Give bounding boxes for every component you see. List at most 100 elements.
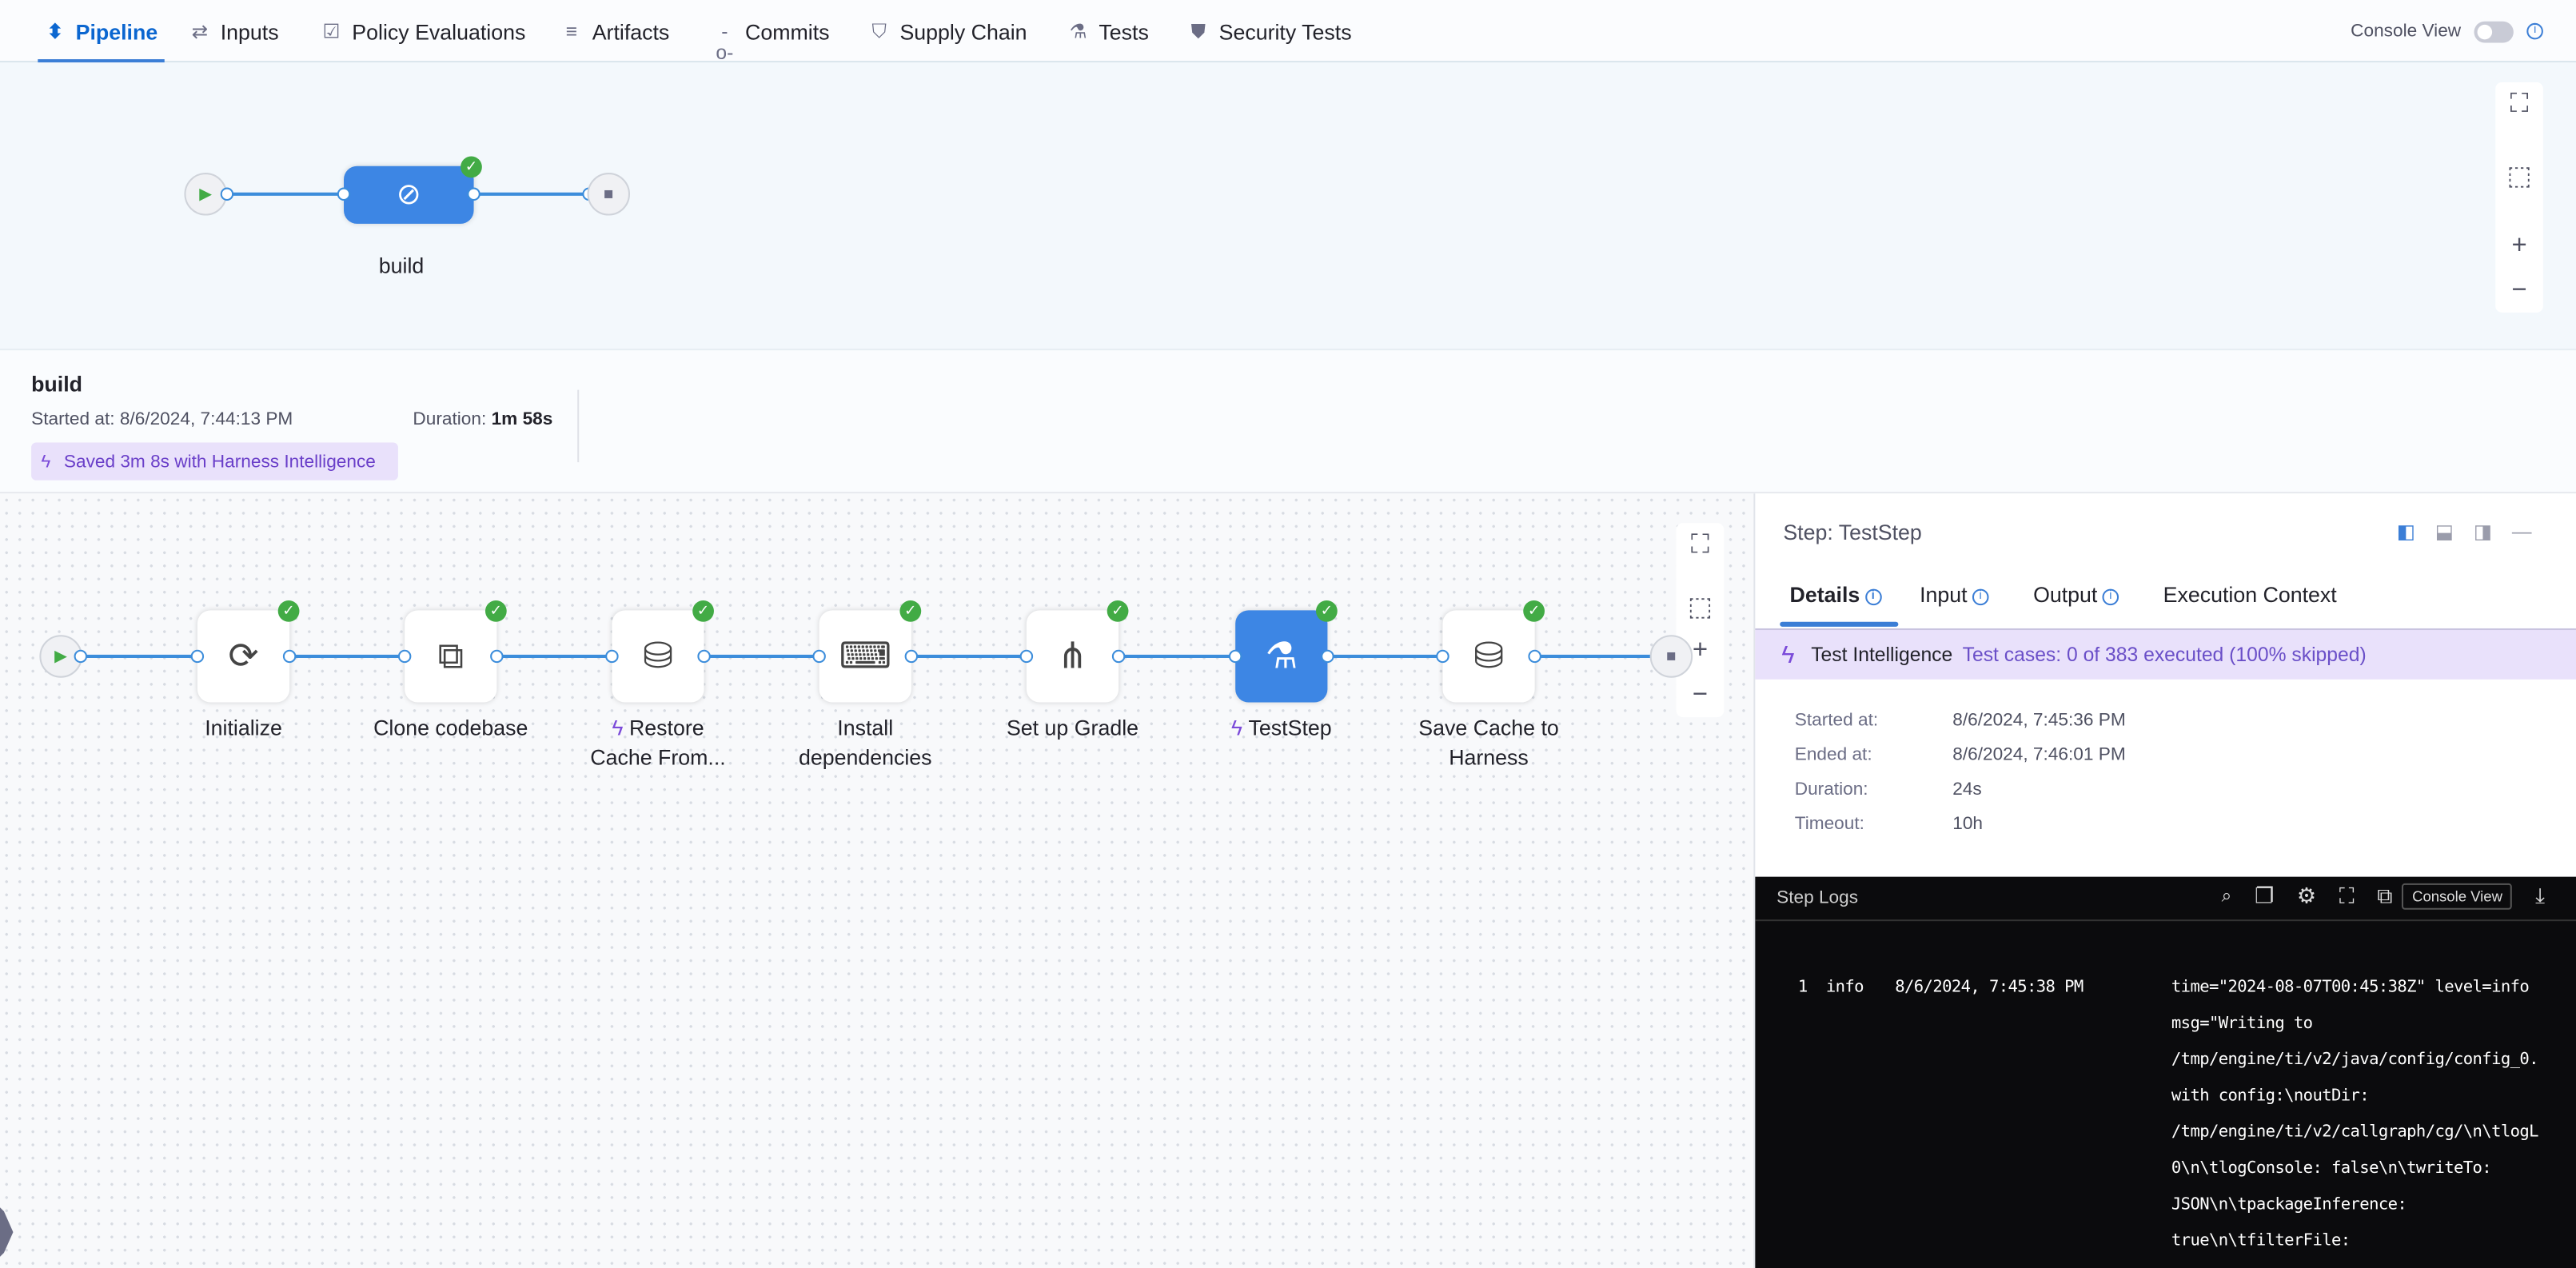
commits-icon: -o- [716,18,734,64]
tab-execution-context[interactable]: Execution Context [2163,582,2337,608]
tab-security-tests[interactable]: ⛊ Security Tests [1188,0,1352,62]
search-icon[interactable]: ⌕ [2221,885,2232,906]
step-port [490,649,504,664]
fit-screen-icon[interactable]: ⛶ [2510,90,2529,118]
success-check-icon: ✓ [899,600,922,622]
download-icon[interactable]: ⤓ [2535,883,2545,908]
tab-details[interactable]: Details i [1790,582,1882,607]
lightning-icon: ϟ [41,451,51,472]
tab-inputs[interactable]: ⇄ Inputs [189,0,279,62]
tab-output[interactable]: Output i [2033,582,2119,607]
step-details-panel: Step: TestStep ◧ ⬓ ◨ — Details i Input i O… [1753,493,2576,1268]
step-title: Step: TestStep [1783,520,1922,545]
tab-commits[interactable]: -o- Commits [714,0,829,64]
fit-screen-icon[interactable]: ⛶ [1690,530,1709,559]
flask-icon: ⚗ [1069,18,1087,42]
tab-policy-evaluations[interactable]: ☑ Policy Evaluations [321,0,525,62]
step-port [1321,649,1334,664]
step-label: Install dependencies [798,716,932,770]
tab-input[interactable]: Input i [1920,582,1989,607]
step-logs: Step Logs ⌕ ❐ ⚙ ⛶ ⧉ Console View ⤓ 1 info… [1755,876,2576,1268]
split-right-icon[interactable]: ◧ [2396,520,2416,543]
end-node-icon: ■ [1649,635,1693,678]
step-label: ϟ Restore Cache From... [590,716,726,770]
canvas-tools-bottom: ⛶ ⬚ + − [1676,523,1725,718]
expand-icon[interactable]: ⛶ [2339,883,2355,908]
test-intelligence-banner: ϟ Test Intelligence Test cases: 0 of 383… [1755,628,2576,680]
tab-artifacts[interactable]: ≡ Artifacts [561,0,670,62]
split-bottom-icon[interactable]: ⬓ [2434,520,2454,543]
lightning-icon: ϟ [1781,640,1795,669]
canvas-tools-top: ⛶ ⬚ + − [2495,82,2543,313]
console-view-toggle[interactable] [2474,20,2514,42]
step-node[interactable]: ⛁ [612,610,704,703]
stage-label: build [378,253,425,278]
stage-graph-canvas[interactable]: ⛶ ⬚ + − ▶ ⊘ ✓ ■ build [0,62,2576,351]
console-view-button[interactable]: Console View [2402,883,2513,910]
step-graph-canvas[interactable]: ⛶ ⬚ + − ▶ ■ ⟳ ✓ Initialize ⧉ ✓ Clone codebase… [0,493,1754,1268]
step-label: Clone codebase [373,716,528,740]
refresh-icon: ⟳ [228,635,259,676]
step-node[interactable]: ⌨ [819,610,911,703]
tab-supply-chain[interactable]: ⛉ Supply Chain [868,0,1027,62]
zoom-out-icon[interactable]: − [2511,275,2527,304]
step-port [904,649,919,664]
step-logs-header: Step Logs ⌕ ❐ ⚙ ⛶ ⧉ Console View ⤓ [1755,877,2576,922]
tab-tests[interactable]: ⚗ Tests [1067,0,1149,62]
step-node[interactable]: ⚗ [1235,610,1328,703]
stage-duration: Duration: 1m 58s [413,409,553,430]
step-node[interactable]: ⧉ [405,610,497,703]
inputs-icon: ⇄ [191,18,209,42]
database-upload-icon: ⛁ [1473,635,1505,676]
step-node[interactable]: ⋔ [1026,610,1119,703]
minimize-icon[interactable]: — [2511,520,2532,543]
step-port [1528,649,1541,664]
success-check-icon: ✓ [1107,600,1129,622]
select-area-icon[interactable]: ⬚ [2506,161,2532,190]
step-node[interactable]: ⛁ [1442,610,1535,703]
console-view-toggle-group: Console View i [2351,0,2544,62]
ci-stage-icon: ⊘ [396,177,421,211]
step-port [1019,649,1034,664]
console-view-label: Console View [2351,21,2462,42]
stage-title: build [31,371,82,397]
copy-icon[interactable]: ❐ [2255,883,2275,908]
policy-icon: ☑ [322,18,341,42]
info-icon[interactable]: i [2526,22,2544,40]
step-port [605,649,619,664]
select-area-icon[interactable]: ⬚ [1687,592,1713,621]
open-external-icon[interactable]: ⧉ [2377,883,2393,908]
zoom-in-icon[interactable]: + [1692,636,1709,664]
clone-icon: ⧉ [437,635,464,676]
tab-pipeline[interactable]: ⬍ Pipeline [38,0,165,63]
step-port [697,649,711,664]
step-port [397,649,412,664]
settings-icon[interactable]: ⚙ [2296,883,2316,908]
zoom-in-icon[interactable]: + [2511,231,2527,260]
supply-chain-icon: ⛉ [871,18,887,42]
step-port [1228,649,1242,664]
execution-tabs: Console View i ⬍ Pipeline ⇄ Inputs ☑ Policy E… [0,0,2576,64]
end-node-icon: ■ [587,173,631,216]
shield-icon: ⛊ [1190,18,1206,42]
success-check-icon: ✓ [1315,600,1338,622]
pipeline-icon: ⬍ [46,18,64,42]
step-label: ϟ TestStep [1230,716,1332,740]
stage-node-build[interactable]: ⊘ [344,165,474,224]
database-restore-icon: ⛁ [643,635,673,676]
success-check-icon: ✓ [277,600,300,622]
step-label: Set up Gradle [1006,716,1139,740]
step-port [812,649,826,664]
lightning-icon: ϟ [612,716,624,740]
step-port [282,649,297,664]
step-label: Save Cache to Harness [1418,716,1559,770]
split-float-icon[interactable]: ◨ [2473,520,2493,543]
step-node[interactable]: ⟳ [197,610,290,703]
zoom-out-icon[interactable]: − [1692,680,1709,708]
success-check-icon: ✓ [1523,600,1545,622]
success-check-icon: ✓ [484,600,507,622]
step-label: Initialize [205,716,282,740]
saved-time-badge: ϟ Saved 3m 8s with Harness Intelligence [31,442,398,480]
success-check-icon: ✓ [461,156,482,178]
gradle-flow-icon: ⋔ [1057,635,1088,676]
